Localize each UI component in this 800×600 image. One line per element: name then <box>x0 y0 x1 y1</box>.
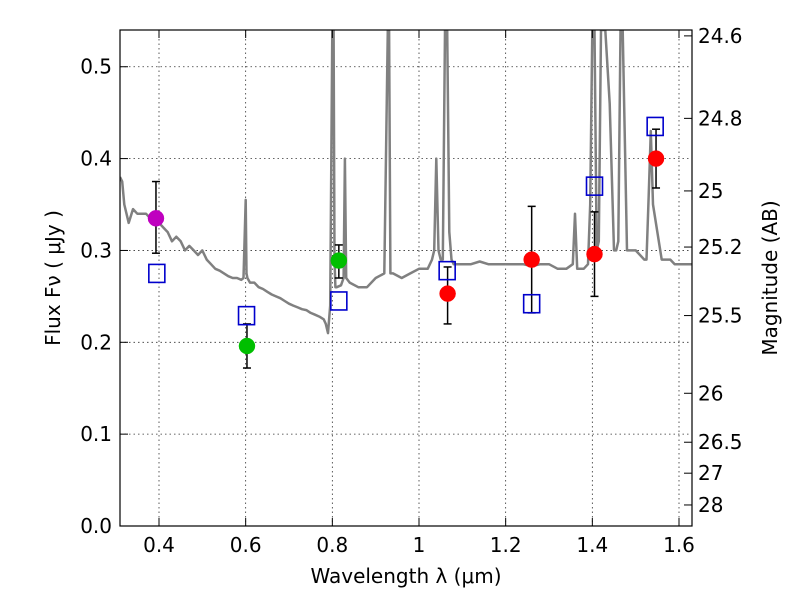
y-tick-label: 0.5 <box>80 55 112 79</box>
y-tick-label: 0.1 <box>80 422 112 446</box>
y-tick-label: 0.2 <box>80 330 112 354</box>
x-tick-label: 0.8 <box>316 533 348 557</box>
observed-points <box>147 150 665 355</box>
right-tick-label: 27 <box>698 461 723 485</box>
x-tick-label: 1.6 <box>663 533 695 557</box>
observed-point <box>238 337 256 355</box>
right-tick-label: 24.6 <box>698 24 743 48</box>
right-tick-label: 25.5 <box>698 304 743 328</box>
spectrum-line <box>120 30 692 335</box>
y-tick-label: 0.0 <box>80 514 112 538</box>
observed-point <box>523 251 540 268</box>
right-tick-label: 25.2 <box>698 235 743 259</box>
y-axis-label: Flux Fν ( μJy ) <box>41 210 65 346</box>
right-tick-label: 28 <box>698 493 723 517</box>
x-tick-label: 1 <box>413 533 426 557</box>
right-tick-label: 25 <box>698 179 723 203</box>
y-tick-label: 0.3 <box>80 238 112 262</box>
grid <box>120 30 692 527</box>
x-tick-label: 1.4 <box>576 533 608 557</box>
x-tick-label: 0.4 <box>143 533 175 557</box>
x-tick-label: 0.6 <box>230 533 262 557</box>
right-tick-label: 26 <box>698 381 723 405</box>
observed-point <box>647 150 665 167</box>
model-point <box>438 260 456 281</box>
model-point <box>522 293 541 314</box>
x-axis-label: Wavelength λ (μm) <box>310 564 501 588</box>
observed-point <box>147 210 165 227</box>
error-bars <box>151 128 661 369</box>
observed-point <box>439 285 456 302</box>
x-tick-label: 1.2 <box>490 533 522 557</box>
model-point <box>330 291 348 311</box>
right-axis-label: Magnitude (AB) <box>758 200 782 355</box>
right-tick-label: 26.5 <box>698 430 743 454</box>
model-point <box>646 116 664 137</box>
observed-point <box>586 245 603 263</box>
model-point <box>585 176 604 196</box>
y-tick-label: 0.4 <box>80 147 112 171</box>
plot-frame <box>119 29 693 527</box>
model-point <box>148 263 166 284</box>
model-point <box>237 305 256 326</box>
model-points <box>148 116 664 326</box>
axis-ticks: 0.4 0.6 0.8 1 1.2 1.4 1.6 0.0 0.1 0.2 0.3 0.4 0.5 24.… <box>80 24 742 557</box>
observed-point <box>330 252 348 269</box>
right-tick-label: 24.8 <box>698 106 743 130</box>
